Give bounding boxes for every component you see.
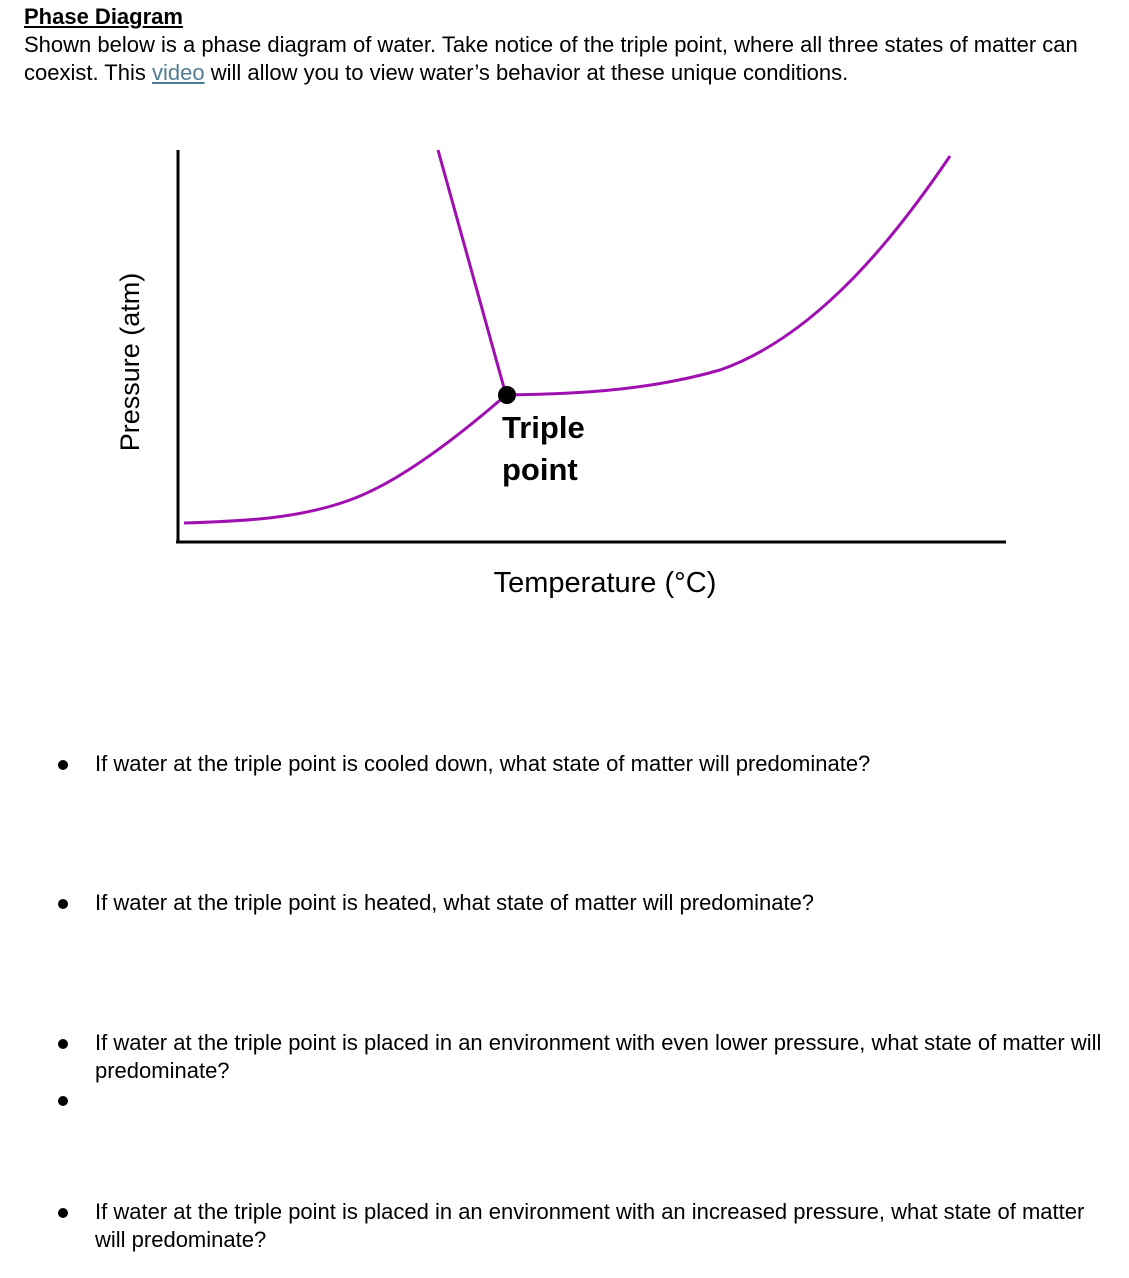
- question-2: If water at the triple point is heated, …: [95, 890, 815, 915]
- intro-text-before: Shown below is a phase diagram of water.…: [24, 32, 1078, 85]
- triple-point-label-line1: Triple: [502, 410, 585, 445]
- triple-point-label-line2: point: [502, 452, 578, 487]
- bullet-3: [58, 1039, 68, 1049]
- fusion-curve: [436, 149, 508, 396]
- vaporization-curve: [505, 155, 952, 397]
- bullet-4: [58, 1096, 68, 1106]
- triple-point-marker: [498, 386, 516, 404]
- x-axis-label: Temperature (°C): [494, 567, 717, 599]
- question-3: If water at the triple point is placed i…: [95, 1030, 1102, 1083]
- intro-paragraph: Shown below is a phase diagram of water.…: [24, 31, 1114, 87]
- y-axis-label: Pressure (atm): [115, 273, 145, 452]
- bullet-1: [58, 760, 68, 770]
- bullet-2: [58, 899, 68, 909]
- question-1: If water at the triple point is cooled d…: [95, 751, 871, 776]
- page-title: Phase Diagram: [24, 4, 183, 29]
- video-link[interactable]: video: [151, 60, 205, 85]
- question-5: If water at the triple point is placed i…: [95, 1199, 1085, 1252]
- intro-text-after: will allow you to view water’s behavior …: [204, 60, 849, 85]
- bullet-5: [58, 1208, 68, 1218]
- sublimation-curve: [183, 393, 507, 525]
- phase-diagram: Triple point Pressure (atm) Temperature …: [115, 149, 1006, 599]
